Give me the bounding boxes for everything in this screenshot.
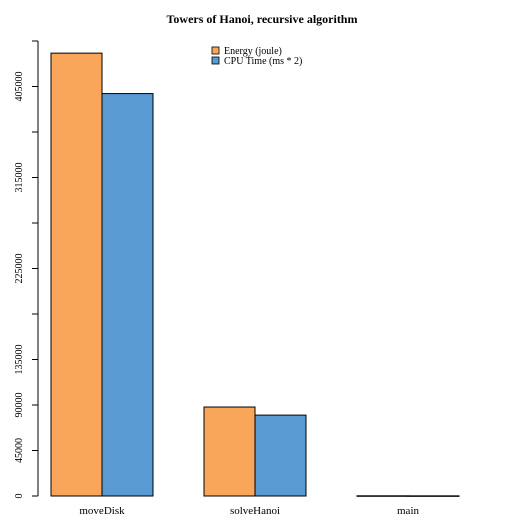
bar-moveDisk-series-2 — [101, 93, 154, 497]
y-tick-label: 405000 — [14, 72, 25, 102]
x-axis-labels: moveDisk solveHanoi main — [79, 505, 419, 517]
legend-swatch — [211, 56, 220, 65]
y-tick-label: 90000 — [14, 393, 25, 418]
y-axis: 0 45000 90000 135000 225000 315000 405000 — [14, 40, 39, 499]
bar-moveDisk-series-1 — [50, 52, 103, 497]
y-tick-label: 225000 — [14, 254, 25, 284]
legend: Energy (joule)CPU Time (ms * 2) — [211, 46, 302, 67]
bar-solveHanoi-series-1 — [203, 406, 256, 497]
legend-label: Energy (joule) — [224, 46, 282, 57]
y-tick-label: 135000 — [14, 345, 25, 375]
bar-main-series-2 — [407, 495, 460, 497]
y-tick-label: 315000 — [14, 163, 25, 193]
y-tick-label: 0 — [14, 494, 25, 499]
chart-title: Towers of Hanoi, recursive algorithm — [167, 12, 358, 26]
x-category-label: main — [397, 505, 419, 517]
bar-solveHanoi-series-2 — [254, 414, 307, 497]
legend-label: CPU Time (ms * 2) — [224, 56, 302, 67]
legend-swatch — [211, 46, 220, 55]
bar-main-series-1 — [356, 495, 409, 497]
y-tick-label: 45000 — [14, 438, 25, 463]
bars — [50, 52, 460, 497]
x-category-label: moveDisk — [79, 505, 125, 517]
x-category-label: solveHanoi — [230, 505, 280, 517]
